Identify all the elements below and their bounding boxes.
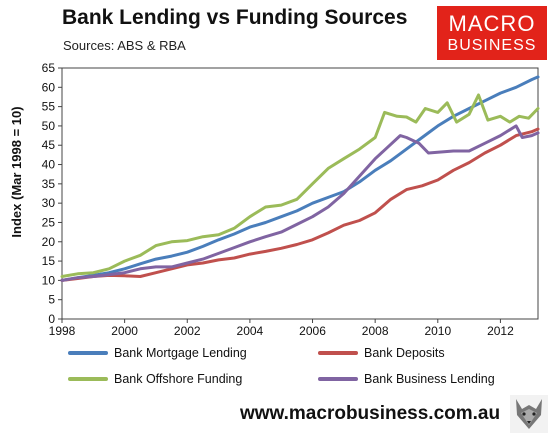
legend-swatch (68, 377, 108, 381)
chart-legend: Bank Mortgage Lending Bank Deposits Bank… (68, 342, 518, 394)
x-tick-label: 2008 (362, 324, 389, 338)
y-tick-label: 15 (42, 254, 56, 268)
y-tick-label: 45 (42, 138, 56, 152)
y-tick-label: 35 (42, 177, 56, 191)
chart-series (60, 75, 540, 282)
legend-label: Bank Deposits (364, 346, 445, 360)
y-tick-label: 10 (42, 273, 56, 287)
x-tick-label: 2000 (111, 324, 138, 338)
y-tick-label: 25 (42, 215, 56, 229)
bank-mortgage-lending-line (60, 75, 540, 282)
line-chart: 0 5 10 15 20 25 30 35 40 45 50 55 60 65 1998 2000 2002 20… (9, 61, 540, 338)
chart-subtitle: Sources: ABS & RBA (63, 38, 186, 53)
legend-swatch (318, 351, 358, 355)
legend-item-business: Bank Business Lending (318, 372, 495, 386)
legend-label: Bank Business Lending (364, 372, 495, 386)
x-tick-label: 1998 (49, 324, 76, 338)
legend-item-deposits: Bank Deposits (318, 346, 445, 360)
legend-item-offshore: Bank Offshore Funding (68, 372, 242, 386)
footer-url: www.macrobusiness.com.au (240, 403, 501, 424)
legend-label: Bank Mortgage Lending (114, 346, 247, 360)
x-tick-label: 2006 (299, 324, 326, 338)
x-tick-label: 2012 (487, 324, 514, 338)
legend-label: Bank Offshore Funding (114, 372, 243, 386)
logo-line-2: BUSINESS (447, 37, 537, 54)
bank-business-lending-line (60, 124, 540, 282)
bank-offshore-funding-line (60, 93, 540, 278)
plot-frame (61, 67, 539, 320)
x-tick-label: 2002 (174, 324, 201, 338)
y-tick-label: 5 (48, 293, 55, 307)
wolf-logo-icon (510, 395, 548, 433)
bank-deposits-line (60, 127, 540, 282)
y-tick-label: 60 (42, 80, 56, 94)
chart-title: Bank Lending vs Funding Sources (62, 6, 408, 29)
x-tick-label: 2010 (424, 324, 451, 338)
y-tick-label: 50 (42, 119, 56, 133)
y-tick-label: 0 (48, 312, 55, 326)
legend-item-mortgage: Bank Mortgage Lending (68, 346, 247, 360)
legend-swatch (68, 351, 108, 355)
y-tick-label: 40 (42, 158, 56, 172)
macrobusiness-logo: MACRO BUSINESS (437, 6, 547, 60)
legend-swatch (318, 377, 358, 381)
y-tick-label: 20 (42, 235, 56, 249)
x-tick-label: 2004 (237, 324, 264, 338)
y-axis-label: Index (Mar 1998 = 10) (9, 106, 24, 237)
chart-axes: 0 5 10 15 20 25 30 35 40 45 50 55 60 65 1998 2000 2002 20… (42, 61, 539, 338)
y-tick-label: 30 (42, 196, 56, 210)
y-tick-label: 55 (42, 100, 56, 114)
y-tick-label: 65 (42, 61, 56, 75)
logo-line-1: MACRO (448, 11, 536, 36)
